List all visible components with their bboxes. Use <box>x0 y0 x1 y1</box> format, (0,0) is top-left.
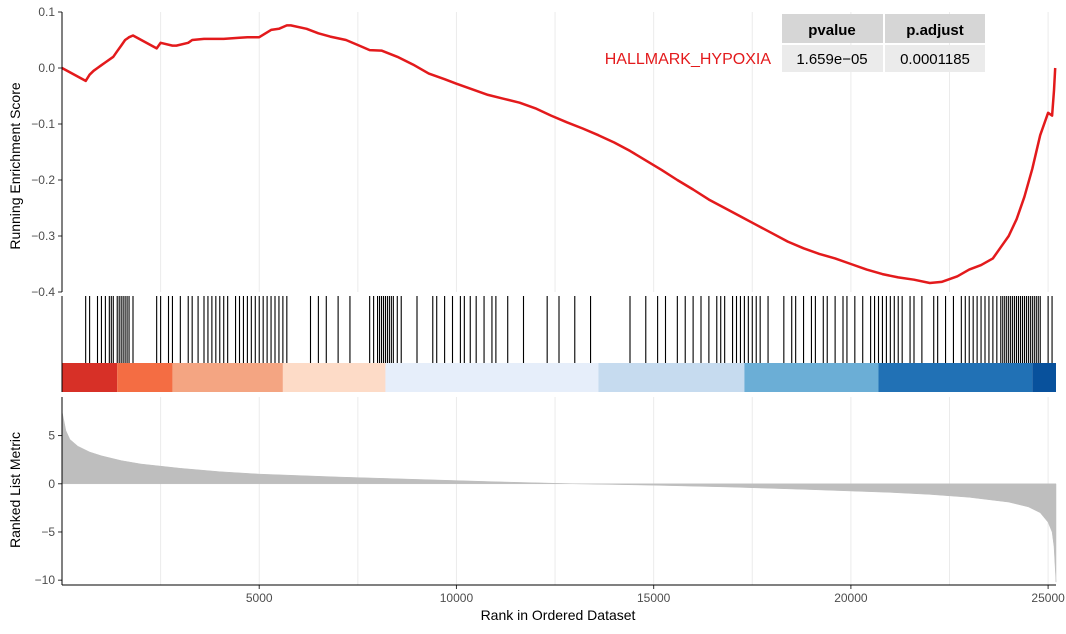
x-tick-label: 10000 <box>440 591 474 605</box>
metric-panel: 5 0 −5 −10 5000 10000 15000 20000 25000 Ranked … <box>7 397 1065 623</box>
y-tick-label: −0.3 <box>31 229 55 243</box>
y-tick-label: −5 <box>41 525 55 539</box>
table-header-padjust: p.adjust <box>906 22 964 39</box>
metric-y-title: Ranked List Metric <box>7 432 23 548</box>
x-ticks: 5000 10000 15000 20000 25000 <box>246 585 1065 605</box>
y-tick-label: 0 <box>48 477 55 491</box>
y-tick-label: −0.4 <box>31 285 55 299</box>
running-score-layer <box>61 24 1057 285</box>
x-tick-label: 5000 <box>246 591 273 605</box>
rank-heat-strip <box>62 363 1056 392</box>
y-tick-label: 0.1 <box>38 5 55 19</box>
y-tick-label: 5 <box>48 429 55 443</box>
heat-segment <box>1032 363 1056 392</box>
stats-table: pvalue p.adjust HALLMARK_HYPOXIA 1.659e−… <box>605 14 985 72</box>
ranked-metric-area <box>61 411 1057 583</box>
metric-y-ticks: 5 0 −5 −10 <box>35 429 62 587</box>
padjust-cell: 0.0001185 <box>900 51 970 68</box>
hits-panel <box>61 296 1056 392</box>
table-header-pvalue: pvalue <box>808 22 856 39</box>
gene-set-label: HALLMARK_HYPOXIA <box>605 51 772 68</box>
enrichment-grid <box>160 12 1049 292</box>
heat-segment <box>878 363 1033 392</box>
heat-segment <box>385 363 599 392</box>
gene-hit-lines <box>85 296 1053 363</box>
y-tick-label: −10 <box>35 573 56 587</box>
heat-segment <box>172 363 283 392</box>
x-tick-label: 15000 <box>637 591 671 605</box>
x-tick-label: 20000 <box>834 591 868 605</box>
enrichment-panel: 0.1 0.0 −0.1 −0.2 −0.3 −0.4 Running Enrichmen… <box>7 5 1057 299</box>
enrichment-y-title: Running Enrichment Score <box>7 82 23 250</box>
y-tick-label: 0.0 <box>38 61 55 75</box>
y-tick-label: −0.1 <box>31 117 55 131</box>
x-tick-label: 25000 <box>1031 591 1065 605</box>
heat-segment <box>744 363 879 392</box>
pvalue-cell: 1.659e−05 <box>796 51 867 68</box>
x-axis-title: Rank in Ordered Dataset <box>481 607 636 623</box>
heat-segment <box>598 363 745 392</box>
y-tick-label: −0.2 <box>31 173 55 187</box>
heat-segment <box>282 363 386 392</box>
running-score-line <box>61 24 1057 285</box>
ranked-metric-layer <box>61 411 1057 583</box>
enrichment-y-ticks: 0.1 0.0 −0.1 −0.2 −0.3 −0.4 <box>31 5 62 299</box>
heat-segment <box>62 363 118 392</box>
heat-segment <box>117 363 173 392</box>
